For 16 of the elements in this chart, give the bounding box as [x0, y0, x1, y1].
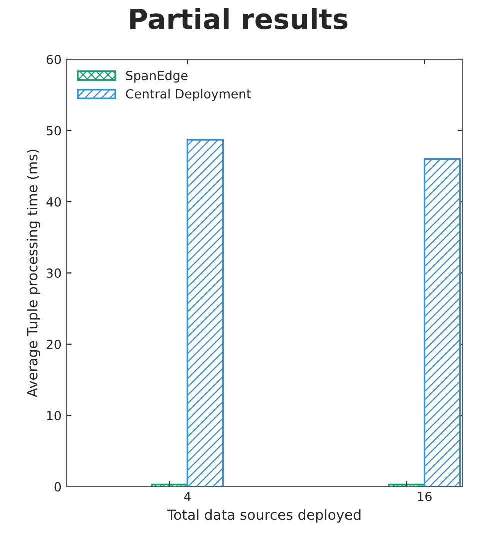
y-tick-label: 20 — [46, 340, 62, 350]
y-axis-title: Average Tuple processing time (ms) — [27, 150, 40, 398]
y-tick-label: 50 — [46, 126, 62, 136]
bar — [186, 139, 224, 487]
chart-title: Partial results — [130, 8, 348, 30]
y-tick-label: 30 — [46, 268, 62, 278]
x-tick-label: 16 — [418, 492, 432, 502]
bar — [424, 158, 462, 487]
x-axis-title: Total data sources deployed — [167, 509, 361, 523]
y-tick-label: 0 — [54, 482, 62, 492]
x-tick-label: 4 — [184, 492, 191, 502]
legend-label: SpanEdge — [126, 70, 188, 83]
y-tick-label: 60 — [46, 54, 62, 64]
legend-label: Central Deployment — [126, 89, 252, 102]
y-tick-label: 10 — [47, 411, 62, 421]
y-tick-label: 40 — [46, 197, 62, 207]
